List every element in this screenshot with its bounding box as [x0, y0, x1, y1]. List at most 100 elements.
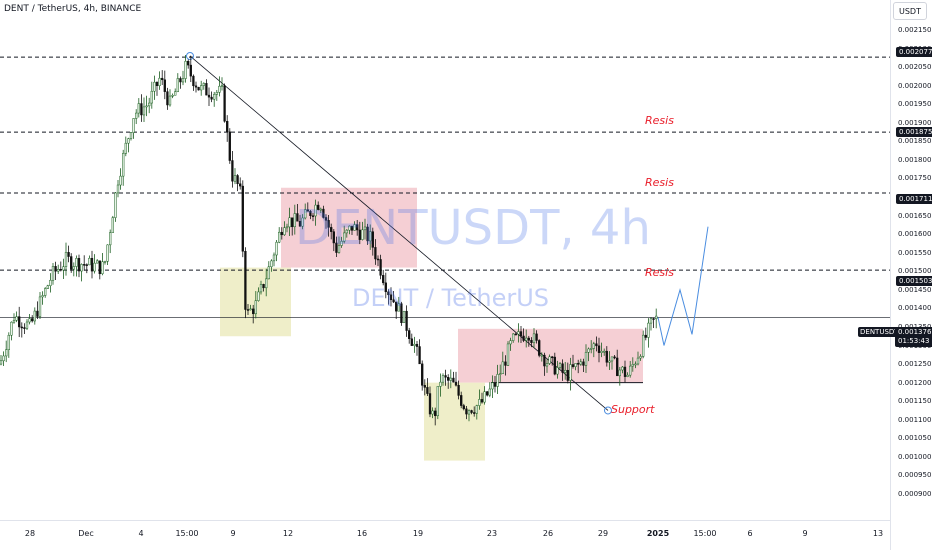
candle-body — [265, 278, 268, 289]
candle-body — [467, 410, 471, 415]
candle-body — [46, 285, 49, 289]
candle-body — [439, 381, 442, 387]
chart-area[interactable]: DENTUSDT, 4h DENT / TetherUS Resis Resis… — [0, 0, 890, 520]
candle-body — [127, 138, 130, 144]
time-tick: 29 — [597, 529, 609, 538]
candle-body — [309, 211, 312, 216]
candle-body — [462, 405, 465, 410]
projection-path — [657, 226, 709, 346]
candle-body — [447, 377, 450, 381]
candle-body — [150, 90, 153, 104]
candle-body — [649, 318, 653, 324]
level-badge-0: 0.002077 — [896, 47, 932, 57]
candle-body — [20, 326, 23, 329]
candle-body — [41, 295, 44, 298]
candle-body — [176, 78, 179, 92]
candle-body — [241, 185, 244, 252]
candle-body — [262, 284, 265, 289]
candle-body — [192, 75, 195, 87]
candle-body — [215, 92, 218, 95]
candle-body — [610, 356, 614, 362]
candle-body — [444, 375, 447, 378]
candle-body — [475, 405, 478, 414]
level-badge-2: 0.001711 — [896, 194, 932, 204]
price-axis[interactable] — [890, 0, 932, 550]
price-tick: 0.000900 — [898, 490, 932, 498]
candle-body — [288, 217, 291, 228]
candle-body — [324, 217, 328, 221]
support-label: Support — [611, 403, 655, 416]
candle-body — [480, 399, 484, 403]
current-price-value: 0.001376 — [898, 328, 932, 336]
candle-body — [161, 77, 164, 81]
candle-body — [103, 261, 107, 263]
price-tick: 0.001250 — [898, 360, 932, 369]
time-tick: 6 — [747, 529, 753, 538]
currency-button[interactable]: USDT — [893, 2, 927, 20]
candle-body — [389, 294, 393, 301]
candle-body — [655, 315, 658, 320]
resis-label-middle: Resis — [645, 176, 674, 189]
candle-body — [395, 301, 398, 312]
price-tick: 0.001850 — [898, 137, 932, 146]
candle-body — [434, 410, 437, 417]
candle-body — [519, 331, 523, 337]
candle-body — [106, 244, 109, 262]
candle-body — [72, 266, 75, 270]
candle-body — [358, 229, 361, 240]
time-axis[interactable]: 28 Dec 4 15:00 9 12 16 19 23 26 29 2025 15:00 6 9 13 — [0, 520, 890, 550]
price-tick: 0.001750 — [898, 174, 932, 183]
candle-body — [582, 361, 585, 366]
candle-body — [54, 266, 57, 272]
price-tick: 0.001450 — [898, 285, 932, 294]
candle-body — [223, 85, 226, 122]
price-tick: 0.001100 — [898, 415, 932, 424]
candle-body — [275, 241, 278, 256]
candle-body — [454, 381, 458, 386]
price-tick: 0.002050 — [898, 63, 932, 72]
candle-body — [397, 303, 400, 312]
candle-body — [140, 103, 143, 116]
candle-body — [343, 232, 346, 242]
resistance-zone-2 — [458, 328, 643, 383]
candle-body — [496, 374, 499, 387]
candle-body — [330, 227, 333, 232]
candle-body — [70, 256, 73, 270]
time-tick: 23 — [486, 529, 498, 538]
price-chart[interactable] — [0, 0, 890, 520]
candle-body — [109, 232, 112, 246]
symbol-price-tag: DENTUSDT — [858, 327, 901, 337]
candle-body — [509, 340, 512, 345]
candle-body — [246, 309, 250, 311]
candle-body — [278, 231, 281, 243]
price-tick: 0.001650 — [898, 211, 932, 220]
candle-body — [319, 208, 322, 211]
candle-body — [392, 299, 395, 303]
candle-body — [571, 364, 575, 367]
time-tick: 13 — [872, 529, 884, 538]
level-badge-1: 0.001875 — [896, 127, 932, 137]
candle-body — [428, 393, 432, 415]
current-price-badge: 0.001376 01:53:43 — [895, 327, 932, 347]
candle-body — [616, 357, 619, 377]
candle-body — [184, 60, 187, 79]
time-tick: 19 — [412, 529, 424, 538]
candle-body — [33, 310, 36, 322]
candle-body — [382, 275, 385, 284]
candle-body — [231, 160, 234, 182]
candle-body — [493, 382, 497, 387]
price-tick: 0.001050 — [898, 434, 932, 443]
candle-body — [376, 258, 380, 261]
chart-title: DENT / TetherUS, 4h, BINANCE — [4, 4, 142, 14]
candle-body — [647, 322, 650, 338]
candle-body — [595, 343, 598, 347]
candle-body — [272, 254, 276, 262]
candle-body — [142, 106, 146, 116]
candle-body — [405, 310, 408, 331]
candle-body — [639, 356, 642, 359]
candle-body — [129, 132, 133, 139]
candle-body — [569, 364, 572, 381]
candle-body — [501, 361, 504, 374]
resis-label-bottom: Resis — [645, 266, 674, 279]
candle-body — [335, 242, 338, 253]
